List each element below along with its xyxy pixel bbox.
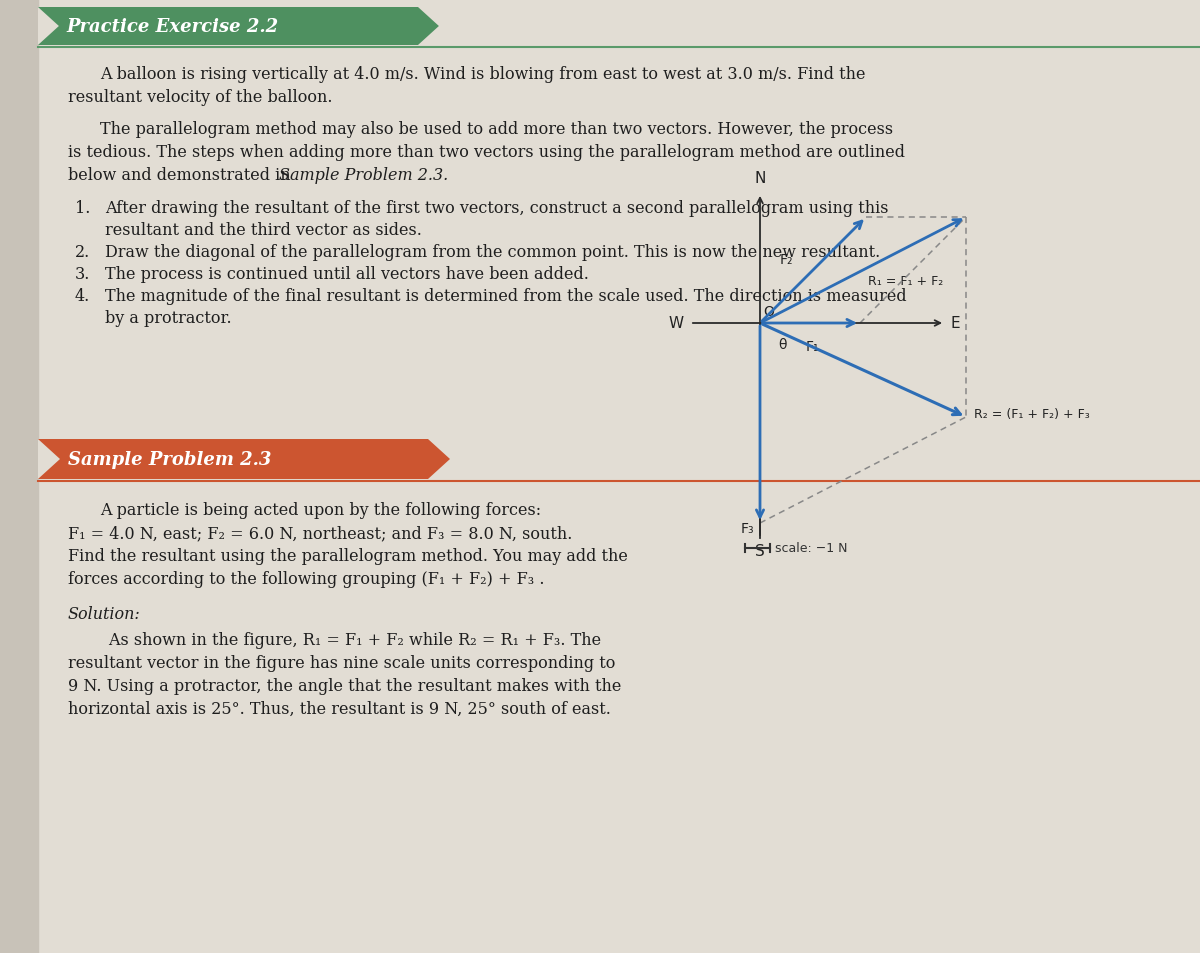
Text: R₂ = (F₁ + F₂) + F₃: R₂ = (F₁ + F₂) + F₃ [974, 408, 1090, 420]
Bar [38, 439, 428, 479]
Polygon shape [38, 439, 60, 479]
Text: 2.: 2. [74, 244, 90, 261]
Text: is tedious. The steps when adding more than two vectors using the parallelogram : is tedious. The steps when adding more t… [68, 144, 905, 161]
Text: The magnitude of the final resultant is determined from the scale used. The dire: The magnitude of the final resultant is … [106, 288, 907, 305]
Text: forces according to the following grouping (F₁ + F₂) + F₃ .: forces according to the following groupi… [68, 571, 545, 587]
Bar [0, 0, 38, 953]
Text: The parallelogram method may also be used to add more than two vectors. However,: The parallelogram method may also be use… [100, 121, 893, 138]
Bar [38, 8, 418, 46]
Text: F₁ = 4.0 N, east; F₂ = 6.0 N, northeast; and F₃ = 8.0 N, south.: F₁ = 4.0 N, east; F₂ = 6.0 N, northeast;… [68, 524, 572, 541]
Text: Sample Problem 2.3.: Sample Problem 2.3. [278, 167, 449, 184]
Text: resultant velocity of the balloon.: resultant velocity of the balloon. [68, 89, 332, 106]
Text: F₃: F₃ [740, 521, 754, 536]
Text: 4.: 4. [74, 288, 90, 305]
Text: horizontal axis is 25°. Thus, the resultant is 9 N, 25° south of east.: horizontal axis is 25°. Thus, the result… [68, 700, 611, 718]
Polygon shape [418, 8, 439, 46]
Text: θ: θ [778, 337, 786, 352]
Text: N: N [755, 171, 766, 186]
Text: scale: −1 N: scale: −1 N [775, 542, 847, 555]
Polygon shape [428, 439, 450, 479]
Text: Draw the diagonal of the parallelogram from the common point. This is now the ne: Draw the diagonal of the parallelogram f… [106, 244, 881, 261]
Text: A balloon is rising vertically at 4.0 m/s. Wind is blowing from east to west at : A balloon is rising vertically at 4.0 m/… [100, 66, 865, 83]
Text: resultant and the third vector as sides.: resultant and the third vector as sides. [106, 222, 422, 239]
Text: Practice Exercise 2.2: Practice Exercise 2.2 [67, 18, 280, 36]
Text: R₁ = F₁ + F₂: R₁ = F₁ + F₂ [868, 274, 943, 288]
Text: F₂: F₂ [780, 253, 793, 267]
Text: 9 N. Using a protractor, the angle that the resultant makes with the: 9 N. Using a protractor, the angle that … [68, 678, 622, 695]
Polygon shape [38, 8, 59, 46]
Text: F₁: F₁ [805, 339, 818, 354]
Text: Sample Problem 2.3: Sample Problem 2.3 [68, 451, 271, 469]
Text: A particle is being acted upon by the following forces:: A particle is being acted upon by the fo… [100, 501, 541, 518]
Text: S: S [755, 543, 764, 558]
Text: As shown in the figure, R₁ = F₁ + F₂ while R₂ = R₁ + F₃. The: As shown in the figure, R₁ = F₁ + F₂ whi… [68, 631, 601, 648]
Text: O: O [763, 305, 774, 318]
Text: resultant vector in the figure has nine scale units corresponding to: resultant vector in the figure has nine … [68, 655, 616, 671]
Text: Solution:: Solution: [68, 605, 140, 622]
Text: below and demonstrated in: below and demonstrated in [68, 167, 295, 184]
Text: After drawing the resultant of the first two vectors, construct a second paralle: After drawing the resultant of the first… [106, 200, 888, 216]
Text: The process is continued until all vectors have been added.: The process is continued until all vecto… [106, 266, 589, 283]
Text: 3.: 3. [74, 266, 90, 283]
Text: W: W [668, 316, 684, 331]
Text: by a protractor.: by a protractor. [106, 310, 232, 327]
Text: Find the resultant using the parallelogram method. You may add the: Find the resultant using the parallelogr… [68, 547, 628, 564]
Text: E: E [952, 316, 961, 331]
Text: 1.: 1. [74, 200, 90, 216]
